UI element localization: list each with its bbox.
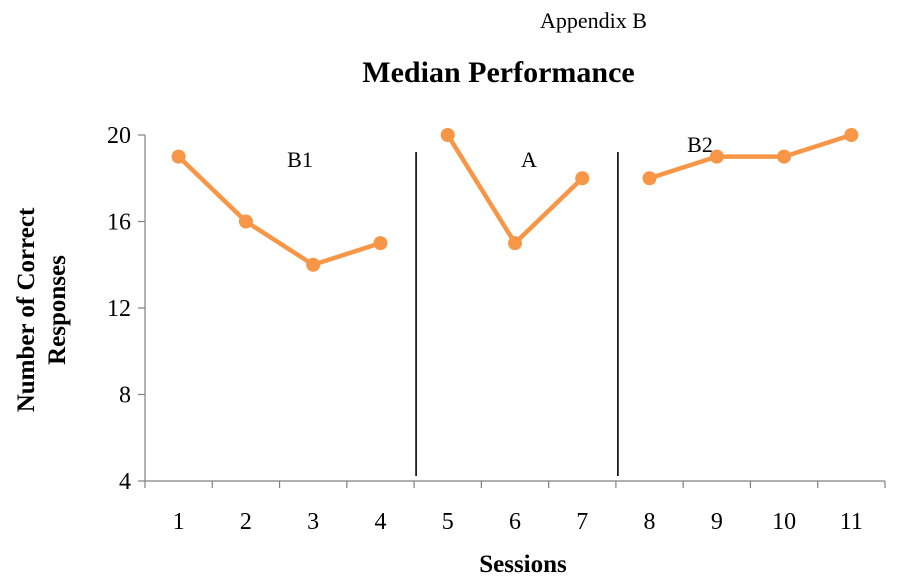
y-tick-label-20: 20	[107, 123, 131, 149]
phase-label-A: A	[521, 147, 537, 172]
series-line-B1	[177, 155, 382, 267]
data-point-B1-session-2	[238, 214, 253, 229]
y-tick-label-12: 12	[107, 296, 131, 322]
x-axis-title: Sessions	[479, 551, 567, 578]
axes	[144, 135, 885, 482]
x-tick-label-8: 8	[644, 509, 656, 535]
data-point-A-session-6	[508, 236, 522, 251]
chart-title: Median Performance	[362, 56, 635, 89]
data-point-B1-session-3	[306, 257, 321, 272]
series-line-B2	[648, 132, 853, 181]
phase-change-lines	[415, 152, 619, 476]
data-point-B1-session-4	[373, 236, 388, 251]
data-point-B2-session-8	[642, 171, 657, 186]
x-tick-label-4: 4	[374, 509, 386, 535]
x-tick-label-5: 5	[442, 509, 454, 535]
data-point-B2-session-11	[844, 128, 859, 142]
x-tick-label-11: 11	[840, 509, 863, 535]
data-point-B1-session-1	[171, 149, 186, 164]
x-tick-label-3: 3	[307, 509, 319, 535]
data-point-B2-session-9	[709, 149, 724, 164]
y-tick-label-8: 8	[119, 383, 131, 409]
y-tick-label-16: 16	[107, 210, 131, 236]
x-tick-label-7: 7	[576, 509, 588, 535]
appendix-label: Appendix B	[540, 8, 647, 33]
x-tick-label-2: 2	[240, 509, 252, 535]
data-point-B2-session-10	[777, 149, 792, 164]
data-point-A-session-5	[440, 128, 455, 142]
x-tick-label-6: 6	[509, 509, 521, 535]
phase-label-B1: B1	[287, 147, 313, 172]
data-point-A-session-7	[575, 171, 590, 186]
data-points	[171, 128, 859, 272]
phase-label-B2: B2	[687, 132, 713, 157]
x-tick-label-1: 1	[173, 509, 185, 535]
y-axis-title-line2: Responses	[44, 255, 71, 365]
y-tick-label-4: 4	[119, 469, 131, 495]
y-axis-title-line1: Number of Correct	[13, 207, 40, 412]
series-line-A	[445, 133, 584, 246]
ticks	[138, 134, 886, 488]
x-tick-label-9: 9	[711, 509, 723, 535]
x-tick-label-10: 10	[772, 509, 796, 535]
